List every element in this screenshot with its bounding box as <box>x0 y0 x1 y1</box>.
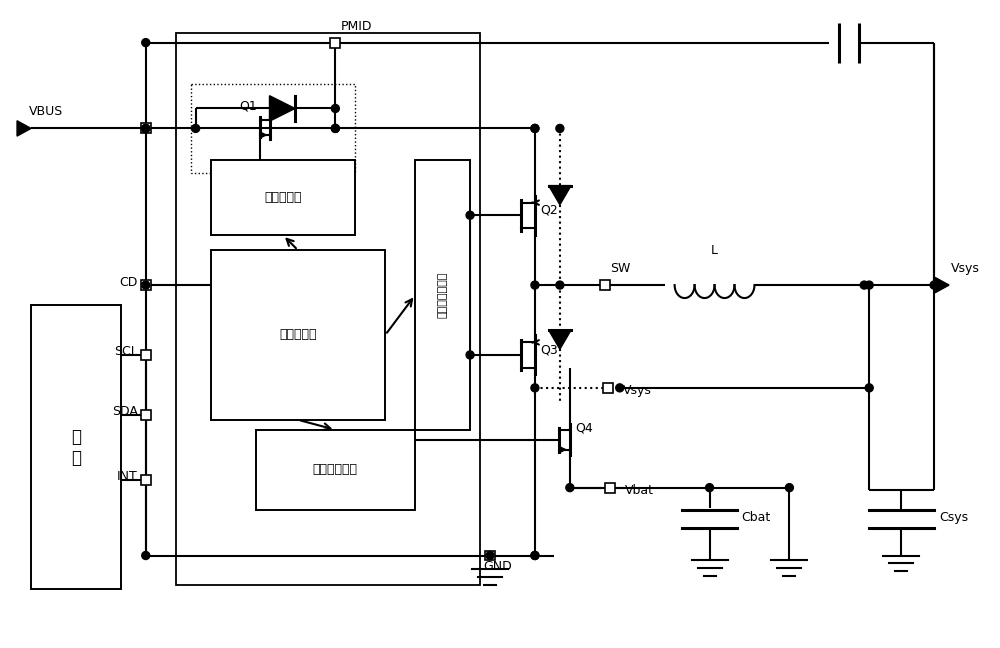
Circle shape <box>142 39 150 47</box>
Bar <box>330 38 340 47</box>
Circle shape <box>566 483 574 492</box>
Circle shape <box>466 211 474 219</box>
Text: SW: SW <box>610 262 630 275</box>
Circle shape <box>556 124 564 132</box>
Circle shape <box>930 281 938 289</box>
Text: 主控制电路: 主控制电路 <box>279 329 317 341</box>
Circle shape <box>531 551 539 559</box>
Text: PMID: PMID <box>340 19 372 32</box>
Text: Q4: Q4 <box>575 421 593 434</box>
Bar <box>191 84 355 173</box>
Circle shape <box>142 281 150 289</box>
Text: Csys: Csys <box>939 511 968 524</box>
Circle shape <box>331 104 339 113</box>
Bar <box>211 160 355 235</box>
Polygon shape <box>549 330 571 349</box>
Text: L: L <box>711 244 718 257</box>
Bar <box>603 383 613 393</box>
Circle shape <box>142 124 150 132</box>
Text: SCL: SCL <box>114 345 138 358</box>
Circle shape <box>531 551 539 559</box>
Circle shape <box>331 124 339 132</box>
Circle shape <box>865 281 873 289</box>
Bar <box>141 410 151 420</box>
Circle shape <box>466 351 474 359</box>
Circle shape <box>531 124 539 132</box>
Text: Vbat: Vbat <box>625 484 654 497</box>
Polygon shape <box>549 185 571 205</box>
Polygon shape <box>269 96 295 121</box>
Circle shape <box>860 281 868 289</box>
Bar <box>141 123 151 133</box>
Circle shape <box>331 124 339 132</box>
Text: Q2: Q2 <box>540 203 558 216</box>
Text: 阻断管驱动: 阻断管驱动 <box>264 191 302 204</box>
Circle shape <box>192 124 200 132</box>
Circle shape <box>486 551 494 559</box>
Bar <box>141 350 151 360</box>
Polygon shape <box>17 121 31 136</box>
Bar <box>485 551 495 561</box>
Text: 功率路径管理: 功率路径管理 <box>313 463 358 476</box>
Text: Q3: Q3 <box>540 343 558 356</box>
Circle shape <box>531 281 539 289</box>
Text: SDA: SDA <box>112 405 138 419</box>
Polygon shape <box>935 277 949 293</box>
Circle shape <box>785 483 793 492</box>
Bar <box>211 250 385 420</box>
Bar <box>31 305 121 590</box>
Circle shape <box>556 281 564 289</box>
Text: 功率管驱动电路: 功率管驱动电路 <box>438 272 448 318</box>
Text: Cbat: Cbat <box>741 511 771 524</box>
Text: Vsys: Vsys <box>951 262 980 275</box>
Bar <box>415 160 470 430</box>
Circle shape <box>531 384 539 392</box>
Text: Vsys: Vsys <box>623 384 652 397</box>
Text: Q1: Q1 <box>240 100 257 113</box>
Circle shape <box>142 551 150 559</box>
Circle shape <box>865 384 873 392</box>
Bar <box>141 475 151 485</box>
Bar <box>176 32 480 585</box>
Text: VBUS: VBUS <box>29 106 63 119</box>
Circle shape <box>706 483 714 492</box>
Circle shape <box>531 124 539 132</box>
Circle shape <box>616 384 624 392</box>
Text: INT: INT <box>117 470 138 483</box>
Text: GND: GND <box>484 561 512 573</box>
Text: CD: CD <box>119 275 138 288</box>
Bar <box>605 483 615 492</box>
Bar <box>256 430 415 509</box>
Circle shape <box>142 124 150 132</box>
Text: 主
机: 主 机 <box>71 428 81 467</box>
Bar <box>600 280 610 290</box>
Bar <box>141 280 151 290</box>
